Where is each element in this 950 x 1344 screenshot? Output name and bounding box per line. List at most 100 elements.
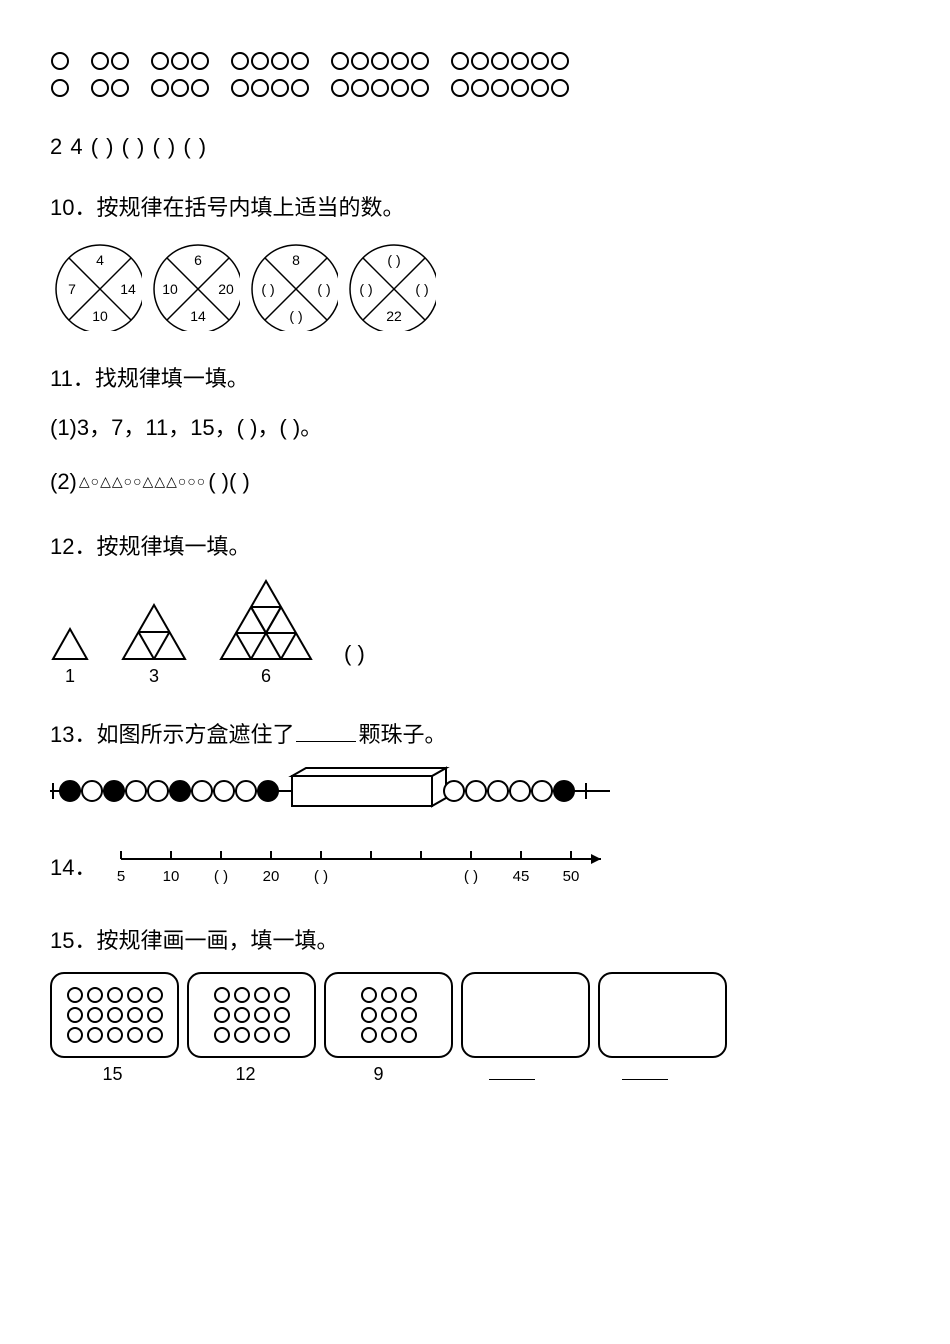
hollow-circle-icon: [401, 987, 417, 1003]
cross-circle-icon: 6102014: [148, 239, 240, 331]
q11-line2: (2) △○△△○○△△△○○○ ( )( ): [50, 464, 900, 499]
hollow-circle-icon: [251, 79, 269, 97]
number-line-icon: 510( )20( )( )4550: [106, 841, 646, 893]
svg-text:8: 8: [292, 252, 300, 268]
hollow-circle-icon: [234, 987, 250, 1003]
hollow-circle-icon: [87, 1007, 103, 1023]
svg-text:20: 20: [263, 868, 280, 885]
svg-text:10: 10: [92, 308, 108, 324]
svg-text:22: 22: [386, 308, 402, 324]
hollow-circle-icon: [191, 79, 209, 97]
svg-text:( ): ( ): [289, 308, 302, 324]
blank-line: [622, 1079, 668, 1080]
blank-line: [489, 1079, 535, 1080]
q12-title: 12．按规律填一填。: [50, 529, 900, 564]
hollow-circle-icon: [274, 987, 290, 1003]
hollow-circle-icon: [51, 52, 69, 70]
circle-group: [330, 50, 430, 104]
q10-title: 10．按规律在括号内填上适当的数。: [50, 190, 900, 225]
hollow-circle-icon: [254, 987, 270, 1003]
hollow-circle-icon: [491, 52, 509, 70]
circle-group: [450, 50, 570, 104]
q11-line2-prefix: (2): [50, 464, 77, 499]
svg-text:4: 4: [96, 252, 104, 268]
q15-title: 15．按规律画一画，填一填。: [50, 923, 900, 958]
hollow-circle-icon: [147, 987, 163, 1003]
circle-group: [90, 50, 130, 104]
svg-text:( ): ( ): [317, 281, 330, 297]
q12-blank: ( ): [344, 641, 365, 667]
hollow-circle-icon: [127, 987, 143, 1003]
hollow-circle-icon: [471, 79, 489, 97]
hollow-circle-icon: [231, 52, 249, 70]
hollow-circle-icon: [234, 1007, 250, 1023]
hollow-circle-icon: [361, 987, 377, 1003]
hollow-circle-icon: [107, 1007, 123, 1023]
hollow-circle-icon: [511, 79, 529, 97]
hollow-circle-icon: [51, 79, 69, 97]
box-label: [582, 1064, 707, 1085]
hollow-circle-icon: [381, 987, 397, 1003]
hollow-circle-icon: [371, 52, 389, 70]
box-label: 9: [316, 1064, 441, 1085]
circle-box: [461, 972, 590, 1058]
hollow-circle-icon: [331, 79, 349, 97]
hollow-circle-icon: [214, 987, 230, 1003]
hollow-circle-icon: [274, 1007, 290, 1023]
circle-box: [50, 972, 179, 1058]
box-label: [449, 1064, 574, 1085]
cross-circle-icon: 8 ( ) ( ) ( ): [246, 239, 338, 331]
triangle-3: 6: [218, 578, 314, 687]
q11-line1: (1)3，7，11，15，( )，( )。: [50, 410, 900, 445]
hollow-circle-icon: [127, 1027, 143, 1043]
svg-text:( ): ( ): [261, 281, 274, 297]
hollow-circle-icon: [351, 52, 369, 70]
hollow-circle-icon: [111, 79, 129, 97]
svg-text:14: 14: [120, 281, 136, 297]
hollow-circle-icon: [391, 52, 409, 70]
hollow-circle-icon: [171, 52, 189, 70]
svg-text:10: 10: [163, 868, 180, 885]
svg-text:( ): ( ): [415, 281, 428, 297]
hollow-circle-icon: [234, 1027, 250, 1043]
svg-text:( ): ( ): [464, 868, 478, 885]
q11-line2-suffix: ( )( ): [208, 464, 250, 499]
svg-text:( ): ( ): [359, 281, 372, 297]
hollow-circle-icon: [531, 52, 549, 70]
hollow-circle-icon: [551, 52, 569, 70]
hollow-circle-icon: [531, 79, 549, 97]
circle-group: [50, 50, 70, 104]
svg-text:20: 20: [218, 281, 234, 297]
svg-text:14: 14: [190, 308, 206, 324]
hollow-circle-icon: [147, 1007, 163, 1023]
svg-text:( ): ( ): [314, 868, 328, 885]
hollow-circle-icon: [351, 79, 369, 97]
q13-blank: [296, 741, 356, 742]
hollow-circle-icon: [91, 52, 109, 70]
hollow-circle-icon: [401, 1027, 417, 1043]
hollow-circle-icon: [67, 987, 83, 1003]
hollow-circle-icon: [87, 1027, 103, 1043]
hollow-circle-icon: [371, 79, 389, 97]
q14-row: 14． 510( )20( )( )4550: [50, 841, 900, 893]
hollow-circle-icon: [401, 1007, 417, 1023]
hollow-circle-icon: [151, 52, 169, 70]
q12-figures: 1 3 6 (: [50, 578, 900, 687]
hollow-circle-icon: [291, 79, 309, 97]
hollow-circle-icon: [491, 79, 509, 97]
svg-text:45: 45: [513, 868, 530, 885]
triangle-icon: [50, 626, 90, 662]
circle-groups-row: [50, 50, 900, 104]
tri-label-3: 6: [261, 666, 271, 687]
hollow-circle-icon: [67, 1027, 83, 1043]
svg-text:5: 5: [117, 868, 125, 885]
circle-box: [187, 972, 316, 1058]
circle-box: [598, 972, 727, 1058]
q14-prefix: 14．: [50, 850, 96, 885]
q15-boxes: [50, 972, 900, 1058]
hollow-circle-icon: [551, 79, 569, 97]
svg-text:10: 10: [162, 281, 178, 297]
q10-figures: 47141061020148( )( )( )( )( )( )22: [50, 239, 900, 331]
hollow-circle-icon: [511, 52, 529, 70]
hollow-circle-icon: [67, 1007, 83, 1023]
